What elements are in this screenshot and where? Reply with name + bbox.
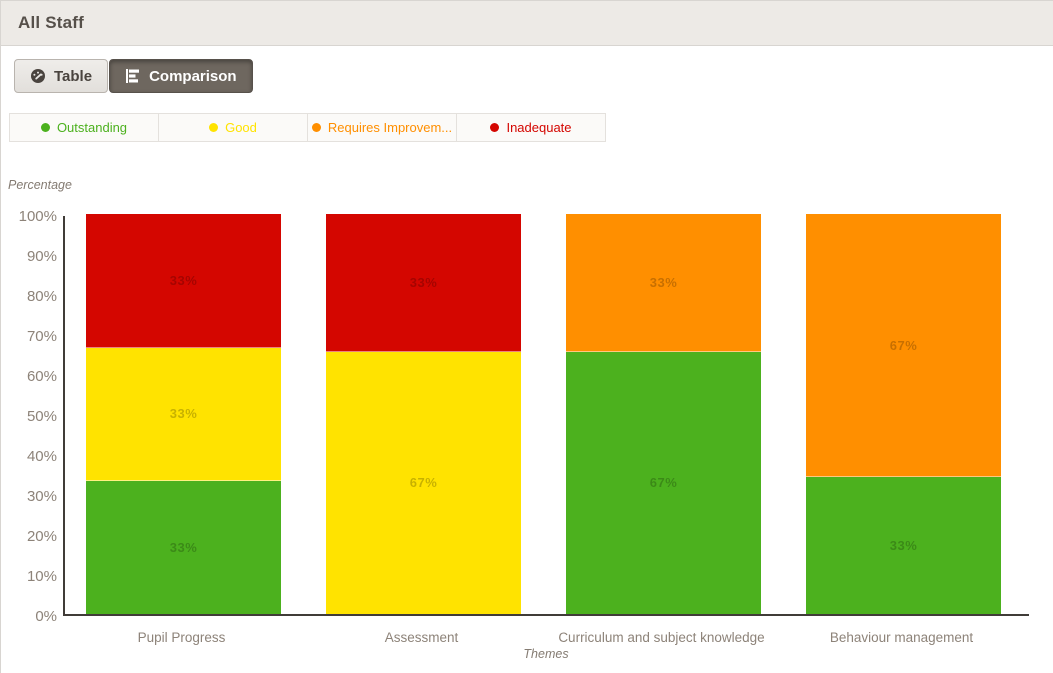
legend-dot xyxy=(311,123,321,132)
plot-area: 33% 33% 33% 67% 33% 67% 33% 33% 67% xyxy=(63,213,1029,616)
bar-segment-requires-improvem-behaviour-management[interactable]: 67% xyxy=(806,214,1001,478)
comparison-view-button[interactable]: Comparison xyxy=(109,59,253,93)
bar-segment-label: 67% xyxy=(889,337,918,353)
legend-dot xyxy=(209,123,219,132)
bar-segment-good-pupil-progress[interactable]: 33% xyxy=(86,347,281,482)
legend-item-good[interactable]: Good xyxy=(158,113,308,142)
bar-segment-label: 33% xyxy=(169,406,198,422)
bar-segment-inadequate-assessment[interactable]: 33% xyxy=(326,214,521,352)
bar-assessment: 67% 33% xyxy=(326,214,521,614)
x-category-label-assessment: Assessment xyxy=(384,630,459,645)
legend-label: Good xyxy=(225,120,257,135)
bar-segment-outstanding-pupil-progress[interactable]: 33% xyxy=(86,481,281,614)
y-tick-label: 100% xyxy=(18,208,57,225)
page-header: All Staff xyxy=(1,1,1053,46)
x-axis-title: Themes xyxy=(523,647,569,661)
legend-item-requires-improvem[interactable]: Requires Improvem... xyxy=(307,113,457,142)
bar-segment-label: 33% xyxy=(649,274,678,290)
gauge-icon xyxy=(30,68,46,84)
legend-item-inadequate[interactable]: Inadequate xyxy=(456,113,606,142)
bar-behaviour-management: 33% 67% xyxy=(806,214,1001,614)
bar-segment-good-assessment[interactable]: 67% xyxy=(326,351,521,614)
comparison-view-label: Comparison xyxy=(149,67,237,85)
x-category-label-pupil-progress: Pupil Progress xyxy=(137,630,226,645)
legend-dot xyxy=(40,123,50,132)
y-tick-label: 50% xyxy=(26,408,57,425)
y-tick-label: 30% xyxy=(26,488,57,505)
y-tick-label: 80% xyxy=(26,288,57,305)
y-tick-label: 0% xyxy=(35,608,57,625)
x-category-label-curriculum-and-subject-knowledge: Curriculum and subject knowledge xyxy=(558,630,765,645)
bar-segment-outstanding-behaviour-management[interactable]: 33% xyxy=(806,477,1001,614)
y-axis-title: Percentage xyxy=(8,178,72,192)
legend-item-outstanding[interactable]: Outstanding xyxy=(9,113,159,142)
bar-segment-requires-improvem-curriculum-and-subject-knowledge[interactable]: 33% xyxy=(566,214,761,352)
chart-legend: Outstanding Good Requires Improvem... Inade… xyxy=(9,113,1053,142)
table-view-button[interactable]: Table xyxy=(14,59,109,93)
y-tick-label: 10% xyxy=(26,568,57,585)
y-tick-label: 40% xyxy=(26,448,57,465)
y-tick-label: 20% xyxy=(26,528,57,545)
bar-pupil-progress: 33% 33% 33% xyxy=(86,213,281,614)
bar-curriculum-and-subject-knowledge: 67% 33% xyxy=(566,214,761,614)
table-view-label: Table xyxy=(54,67,93,85)
y-tick-label: 90% xyxy=(26,248,57,265)
x-category-label-behaviour-management: Behaviour management xyxy=(829,630,974,645)
legend-label: Inadequate xyxy=(506,120,572,135)
bar-segment-inadequate-pupil-progress[interactable]: 33% xyxy=(86,213,281,348)
view-toggle-group: Table Comparison xyxy=(14,59,1053,93)
horizontal-bar-chart-icon xyxy=(125,68,141,84)
legend-label: Outstanding xyxy=(56,120,128,135)
bar-segment-label: 33% xyxy=(409,274,438,290)
y-tick-label: 70% xyxy=(26,328,57,345)
bar-segment-label: 67% xyxy=(649,475,678,491)
y-tick-label: 60% xyxy=(26,368,57,385)
legend-dot xyxy=(490,123,500,132)
bar-segment-label: 33% xyxy=(889,538,918,554)
bar-segment-outstanding-curriculum-and-subject-knowledge[interactable]: 67% xyxy=(566,351,761,614)
page-title: All Staff xyxy=(18,13,85,32)
legend-label: Requires Improvem... xyxy=(327,120,453,135)
stacked-bar-chart: Percentage 33% 33% 33% 67% 33% 67% 33% 33% 67% T… xyxy=(1,142,1053,672)
bar-segment-label: 67% xyxy=(409,475,438,491)
bar-segment-label: 33% xyxy=(169,540,198,556)
bar-segment-label: 33% xyxy=(169,272,198,288)
